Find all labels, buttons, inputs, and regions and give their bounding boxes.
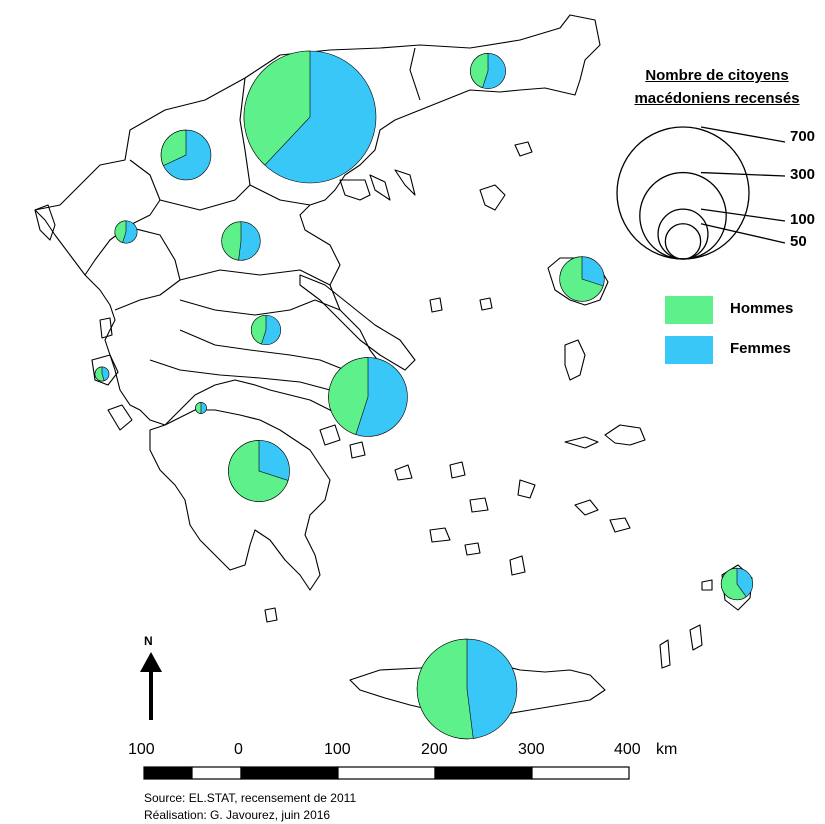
men-swatch (665, 296, 713, 324)
scale-unit: km (656, 741, 678, 758)
legend-size-50: 50 (790, 233, 807, 250)
scale-tick-2: 0 (234, 741, 243, 758)
pie-peloponnese (228, 440, 290, 502)
legend-circle-700 (616, 126, 750, 260)
pie-eastern-macedonia-and-thrace (470, 53, 506, 89)
pie-central-macedonia (243, 50, 377, 184)
pie-attica (328, 357, 408, 437)
legend-size-100: 100 (790, 211, 816, 228)
region-outlines (34, 14, 601, 591)
scale-tick-1: 100 (128, 741, 155, 758)
size-legend-circles (616, 126, 786, 260)
samos-outline (604, 424, 646, 446)
pie-crete (416, 638, 518, 740)
pie-epirus (114, 220, 138, 244)
pie-men-slice (721, 567, 747, 601)
pie-western-greece (195, 402, 207, 414)
pie-western-macedonia (160, 129, 212, 181)
north-label: N (144, 634, 153, 648)
legend-circle-50 (664, 223, 702, 260)
ikaria-outline (564, 436, 599, 449)
legend-leader-700 (700, 126, 786, 143)
women-swatch (665, 336, 713, 364)
corfu-outline (34, 204, 56, 241)
pie-men-slice (416, 638, 474, 740)
lesbos-outline (547, 257, 609, 306)
pie-men-slice (195, 402, 202, 414)
scale-bar (143, 766, 630, 780)
pie-men-slice (228, 440, 289, 502)
pie-central-greece (250, 314, 282, 346)
kefalonia-outline (91, 354, 119, 386)
legend-leader-300 (700, 171, 786, 177)
source-note: Source: EL.STAT, recensement de 2011 Réa… (144, 790, 356, 824)
lemnos-outline (479, 184, 506, 211)
scale-tick-6: 400 (614, 741, 641, 758)
pie-men-slice (94, 366, 105, 382)
euboea-outline (299, 274, 416, 371)
credit-line: Réalisation: G. Javourez, juin 2016 (144, 808, 331, 822)
thasos-outline (514, 141, 533, 157)
legend-title-line2: macédoniens recensés (634, 90, 800, 107)
peloponnese-outline (149, 409, 331, 591)
scale-tick-5: 300 (518, 741, 545, 758)
chios-outline (564, 339, 586, 381)
legend-title: Nombre de citoyens macédoniens recensés (612, 64, 822, 110)
region-pie-charts (94, 50, 754, 740)
women-label: Femmes (730, 340, 791, 357)
pie-ionian-islands (94, 366, 110, 382)
pie-men-slice (559, 256, 604, 302)
pie-men-slice (328, 357, 369, 435)
rhodes-outline (721, 564, 753, 611)
scale-tick-4: 200 (421, 741, 448, 758)
legend-circle-100 (657, 208, 709, 260)
pie-men-slice (221, 221, 242, 261)
scale-tick-3: 100 (324, 741, 351, 758)
legend-leader-100 (700, 208, 786, 222)
pie-north-aegean (559, 256, 605, 302)
pie-south-aegean (720, 567, 754, 601)
legend-leader-50 (700, 223, 786, 244)
pie-men-slice (470, 53, 489, 89)
pie-men-slice (114, 220, 127, 243)
legend-circle-300 (639, 171, 727, 260)
lefkada-outline (99, 317, 113, 339)
islands (34, 141, 753, 719)
source-line: Source: EL.STAT, recensement de 2011 (144, 791, 357, 805)
pie-men-slice (250, 314, 267, 345)
legend-title-line1: Nombre de citoyens (645, 67, 789, 84)
pie-thessaly (221, 221, 261, 261)
legend-size-300: 300 (790, 166, 816, 183)
mainland-outline (34, 14, 601, 431)
pie-men-slice (160, 129, 187, 167)
pie-men-slice (243, 50, 311, 166)
legend-size-700: 700 (790, 128, 816, 145)
north-arrow-icon (140, 652, 162, 720)
zakynthos-outline (107, 404, 133, 431)
men-label: Hommes (730, 300, 794, 317)
